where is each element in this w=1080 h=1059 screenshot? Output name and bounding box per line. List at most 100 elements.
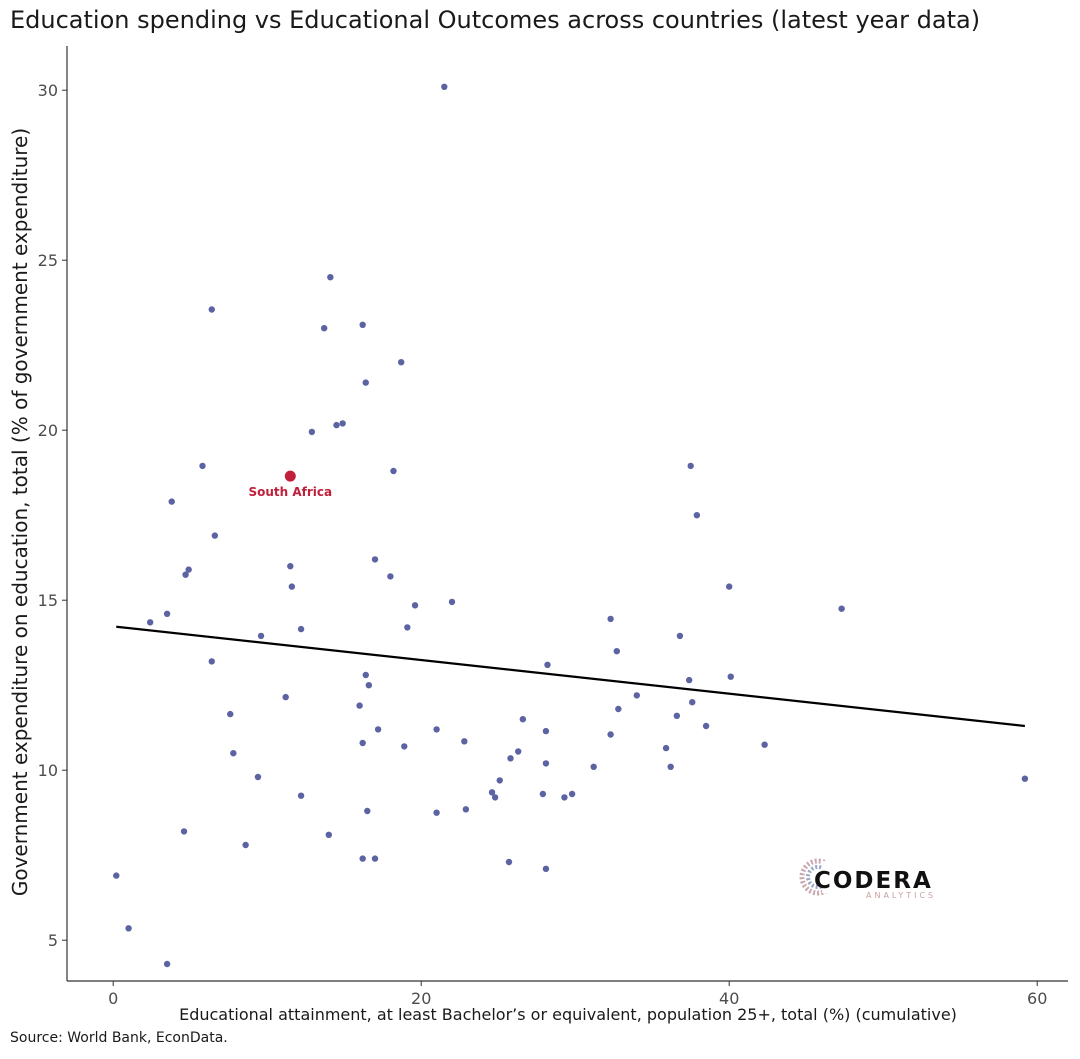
data-point: [208, 658, 215, 665]
data-point: [507, 755, 514, 762]
data-point: [362, 379, 369, 386]
y-axis-title: Government expenditure on education, tot…: [8, 128, 32, 896]
data-point: [308, 428, 316, 436]
trend-line: [116, 625, 1025, 728]
y-tick-label: 25: [38, 251, 58, 270]
data-point: [282, 693, 289, 701]
data-point: [297, 625, 305, 633]
data-point: [433, 726, 440, 733]
data-point: [488, 789, 496, 796]
highlight-point-south-africa: [284, 470, 296, 482]
logo-subtitle: ANALYTICS: [866, 891, 936, 900]
logo-wordmark: CODERA: [814, 868, 933, 894]
y-tick-label: 20: [38, 421, 58, 440]
data-point: [208, 306, 215, 313]
data-point: [365, 682, 373, 689]
data-point: [163, 960, 171, 968]
data-point: [180, 828, 188, 835]
source-note: Source: World Bank, EconData.: [10, 1030, 228, 1046]
data-point: [676, 632, 684, 640]
x-tick-label: 60: [1027, 989, 1047, 1008]
data-point: [168, 498, 175, 505]
data-point: [387, 573, 394, 580]
data-point: [542, 727, 550, 735]
data-point: [287, 563, 294, 570]
data-point: [359, 739, 366, 747]
data-point: [113, 872, 120, 879]
data-point: [542, 865, 550, 872]
y-tick-label: 10: [38, 761, 58, 780]
y-ticks: 5 10 15 20 25 30: [38, 81, 67, 950]
x-tick-label: 20: [411, 989, 431, 1008]
y-tick-label: 30: [38, 81, 58, 100]
data-point: [496, 777, 503, 784]
data-point: [461, 738, 468, 745]
data-point: [359, 855, 366, 862]
data-point: [185, 566, 192, 573]
data-point: [433, 809, 440, 816]
data-point: [288, 583, 296, 590]
data-point: [687, 462, 694, 470]
data-point: [325, 831, 332, 838]
data-point: [374, 726, 382, 733]
data-point: [613, 648, 620, 655]
x-tick-label: 0: [108, 989, 118, 1008]
data-point: [693, 512, 701, 519]
y-tick-label: 5: [48, 931, 58, 950]
data-point: [761, 741, 768, 748]
data-point: [667, 763, 674, 770]
data-point: [254, 773, 262, 781]
data-point: [211, 532, 219, 539]
data-point: [702, 722, 710, 730]
data-point: [448, 598, 456, 606]
data-point: [441, 83, 448, 91]
data-point: [519, 716, 527, 723]
data-point: [230, 750, 237, 757]
data-point: [539, 790, 547, 798]
data-point: [515, 748, 522, 755]
data-point: [662, 744, 670, 752]
data-point: [146, 619, 154, 626]
data-point: [320, 325, 328, 332]
data-point: [371, 855, 379, 862]
data-point: [607, 731, 614, 738]
y-tick-label: 15: [38, 591, 58, 610]
data-point: [182, 571, 189, 578]
data-point: [590, 763, 597, 770]
data-point: [359, 321, 366, 328]
data-point: [364, 807, 371, 815]
data-point: [685, 676, 693, 684]
data-point: [568, 790, 576, 798]
x-axis-title: Educational attainment, at least Bachelo…: [179, 1005, 957, 1024]
data-point: [356, 702, 363, 709]
data-point: [397, 359, 405, 366]
logo-mark-icon: [799, 858, 837, 896]
data-point: [491, 794, 499, 801]
chart-title: Education spending vs Educational Outcom…: [10, 6, 981, 34]
data-point: [125, 925, 132, 932]
data-point: [297, 792, 305, 799]
data-point: [1021, 775, 1029, 782]
data-point: [505, 858, 513, 866]
data-point: [163, 610, 171, 617]
data-point: [607, 615, 614, 623]
data-point: [242, 841, 249, 849]
data-point: [673, 712, 681, 719]
data-point: [257, 632, 265, 640]
data-points: [113, 83, 1029, 968]
data-point: [727, 673, 734, 680]
highlight-label-south-africa: South Africa: [248, 485, 332, 499]
data-point: [544, 661, 551, 668]
data-point: [726, 583, 733, 590]
data-point: [362, 671, 369, 679]
data-point: [838, 605, 845, 612]
data-point: [411, 602, 419, 609]
x-ticks: 0 20 40 60: [108, 981, 1047, 1008]
data-point: [561, 794, 568, 801]
data-point: [633, 692, 640, 699]
data-point: [689, 699, 696, 706]
data-point: [227, 710, 234, 718]
data-point: [333, 421, 340, 429]
data-point: [327, 274, 334, 281]
